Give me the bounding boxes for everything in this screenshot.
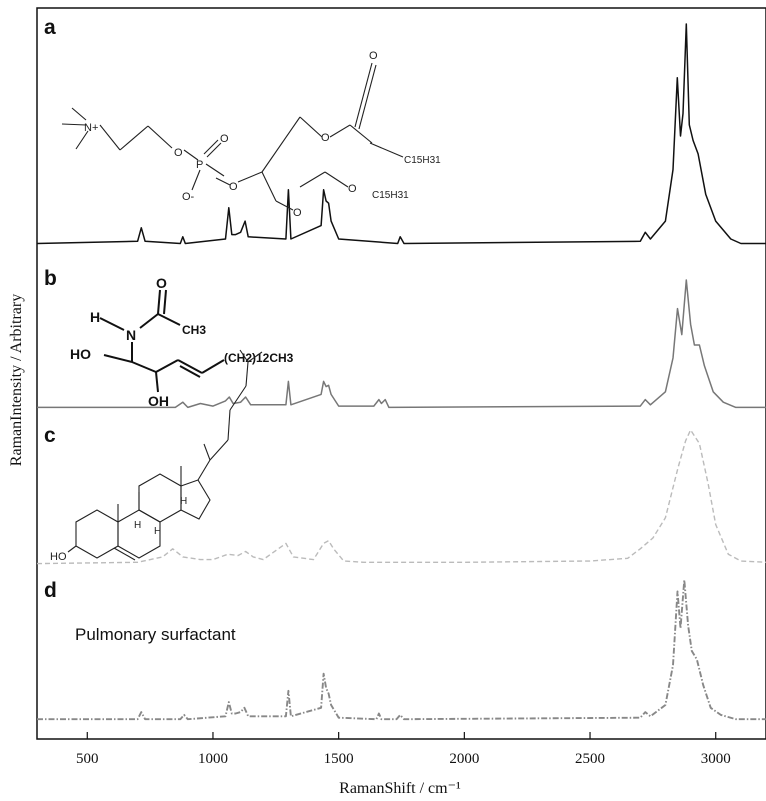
structure-a-o1: O (174, 147, 183, 159)
x-axis-title: RamanShift / cm⁻¹ (339, 780, 461, 797)
structure-a-o2: O (229, 181, 238, 193)
structure-c-cholesterol (67, 349, 263, 561)
structure-c-h3: H (180, 496, 187, 507)
structure-c-ho: HO (50, 551, 67, 563)
panel-label-b: b (44, 267, 57, 290)
pulmonary-surfactant-label: Pulmonary surfactant (75, 625, 236, 644)
x-tick-label-500: 500 (76, 751, 99, 767)
structure-b-n: N (126, 327, 136, 343)
x-tick-label-1500: 1500 (324, 751, 354, 767)
structure-a-phospholipid (61, 62, 404, 211)
spectrum-line-c (36, 429, 766, 565)
structure-a-c15h31-bottom: C15H31 (372, 190, 409, 201)
structure-a-n-plus: N+ (84, 122, 98, 134)
structure-b-ceramide (99, 289, 225, 393)
structure-a-o3: O (293, 207, 302, 219)
panel-label-a: a (44, 16, 56, 39)
structure-b-o: O (156, 275, 167, 291)
spectrum-line-d (37, 579, 766, 721)
structure-b-oh: OH (148, 393, 169, 409)
y-axis-title: RamanIntensity / Arbitrary (8, 294, 25, 466)
structure-b-ho: HO (70, 346, 91, 362)
structure-a-p: P (196, 159, 203, 171)
structure-a-o-top: O (220, 133, 229, 145)
series-layer (36, 23, 766, 721)
structure-a-o-c2: O (348, 183, 357, 195)
x-tick-label-3000: 3000 (701, 751, 731, 767)
structure-b-chain: (CH2)12CH3 (224, 351, 294, 365)
structure-a-o-minus: O- (182, 191, 195, 203)
structure-b-ch3: CH3 (182, 323, 206, 337)
structure-b-h: H (90, 309, 100, 325)
x-tick-label-2000: 2000 (449, 751, 479, 767)
x-tick-label-2500: 2500 (575, 751, 605, 767)
structure-c-h2: H (154, 526, 161, 537)
spectrum-line-b (37, 279, 766, 409)
panel-label-c: c (44, 424, 56, 447)
spectrum-line-a (36, 23, 766, 245)
structure-c-h1: H (134, 520, 141, 531)
plot-frame (36, 7, 766, 740)
structure-a-c15h31-top: C15H31 (404, 155, 441, 166)
panel-label-d: d (44, 579, 57, 602)
x-tick-label-1000: 1000 (198, 751, 228, 767)
structure-a-o-c1: O (321, 132, 330, 144)
structure-a-o-carbonyl: O (369, 50, 378, 62)
x-axis-ticks: 500 1000 1500 2000 2500 3000 (76, 732, 731, 767)
